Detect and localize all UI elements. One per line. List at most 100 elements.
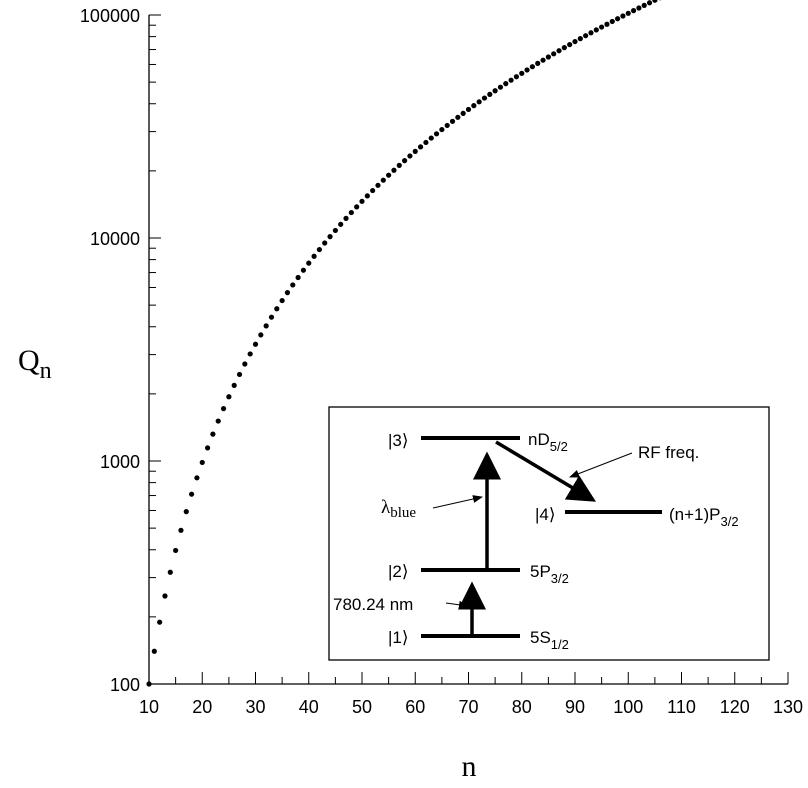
- data-points: [146, 0, 662, 687]
- x-tick-label: 130: [773, 697, 803, 717]
- data-point: [551, 51, 557, 57]
- data-point: [396, 162, 402, 168]
- data-point: [615, 16, 621, 22]
- data-point: [465, 106, 472, 113]
- data-point: [354, 204, 360, 210]
- label-n1p32-sub: 3/2: [721, 514, 739, 529]
- label-5s12: 5S1/2: [530, 628, 569, 652]
- data-point: [167, 569, 173, 575]
- data-point: [268, 314, 275, 320]
- data-point: [609, 18, 615, 25]
- data-point: [204, 445, 211, 451]
- data-point: [433, 131, 440, 137]
- data-point: [348, 209, 354, 216]
- x-tick-label: 80: [512, 697, 532, 717]
- data-point: [226, 394, 232, 400]
- data-point: [162, 593, 168, 599]
- y-tick-label: 100: [110, 675, 140, 695]
- label-lambda-sub: blue: [390, 505, 416, 521]
- data-point: [652, 0, 658, 3]
- ket-1: |1⟩: [388, 628, 409, 647]
- label-5p32-sub: 3/2: [551, 571, 569, 586]
- data-point: [279, 297, 285, 304]
- data-point: [311, 253, 317, 259]
- data-point: [199, 459, 205, 466]
- data-point: [359, 198, 365, 204]
- data-point: [210, 431, 216, 437]
- label-rf-freq: RF freq.: [638, 443, 699, 462]
- energy-level-inset: |1⟩ |2⟩ |3⟩ |4⟩ 5S1/2 5P3/2 nD5/2 (n+1)P…: [328, 406, 770, 661]
- x-tick-label: 30: [245, 697, 265, 717]
- label-5p32-main: 5P: [530, 562, 551, 581]
- data-point: [178, 527, 184, 533]
- data-point: [593, 27, 599, 33]
- data-point: [327, 234, 333, 240]
- data-point: [567, 41, 573, 48]
- x-tick-label: 10: [139, 697, 159, 717]
- data-point: [540, 57, 546, 63]
- x-tick-labels: 10 20 30 40 50 60 70 80 90 100 110 120 130: [139, 697, 803, 717]
- pointer-780nm: [445, 600, 469, 609]
- y-tick-label: 10000: [90, 229, 140, 249]
- y-tick-label: 100000: [80, 6, 140, 26]
- data-point: [439, 126, 445, 133]
- data-point: [487, 91, 493, 97]
- data-point: [444, 122, 450, 129]
- data-point: [599, 24, 605, 30]
- data-point: [338, 221, 344, 227]
- data-point: [588, 30, 594, 36]
- data-point: [646, 0, 653, 6]
- data-point: [492, 88, 498, 94]
- data-point: [476, 99, 482, 105]
- data-point: [386, 172, 392, 178]
- x-tick-label: 90: [565, 697, 585, 717]
- data-point: [455, 114, 461, 120]
- data-point: [284, 290, 291, 296]
- arrow-rf: [495, 440, 597, 502]
- data-point: [556, 48, 562, 54]
- data-point: [258, 332, 264, 338]
- data-point: [577, 36, 583, 42]
- data-point: [503, 81, 509, 87]
- data-point: [364, 193, 370, 199]
- data-point: [252, 341, 259, 347]
- data-point: [508, 77, 514, 83]
- data-point: [343, 215, 349, 221]
- data-point: [572, 38, 578, 45]
- label-n1p32: (n+1)P3/2: [669, 505, 739, 529]
- y-tick-labels: 100 1000 10000 100000: [80, 6, 140, 695]
- data-point: [300, 267, 307, 273]
- data-point: [545, 54, 551, 60]
- data-point: [630, 8, 637, 14]
- data-point: [519, 70, 525, 76]
- ket-3: |3⟩: [388, 431, 409, 450]
- data-point: [641, 2, 647, 8]
- data-point: [535, 60, 541, 66]
- y-axis-title-main: Q: [18, 344, 40, 377]
- data-point: [242, 361, 248, 367]
- data-point: [316, 246, 322, 253]
- label-5s12-main: 5S: [530, 628, 551, 647]
- x-tick-label: 70: [458, 697, 478, 717]
- data-point: [407, 153, 413, 159]
- data-point: [189, 491, 195, 497]
- pointer-lambda-blue: [432, 495, 483, 509]
- data-point: [231, 382, 237, 388]
- axes: [148, 14, 789, 685]
- label-nd52-main: nD: [528, 430, 550, 449]
- x-axis-title: n: [462, 750, 477, 783]
- label-lambda-main: λ: [381, 497, 391, 518]
- data-point: [460, 110, 466, 116]
- data-point: [183, 509, 189, 515]
- data-point: [173, 547, 179, 554]
- inset-frame: [328, 406, 770, 661]
- data-point: [583, 33, 589, 39]
- pointer-rf-freq: [569, 452, 633, 478]
- label-5p32: 5P3/2: [530, 562, 569, 586]
- data-point: [423, 139, 429, 146]
- data-point: [497, 84, 504, 90]
- x-tick-label: 60: [405, 697, 425, 717]
- data-point: [402, 158, 408, 164]
- y-axis-title: Qn: [18, 344, 52, 384]
